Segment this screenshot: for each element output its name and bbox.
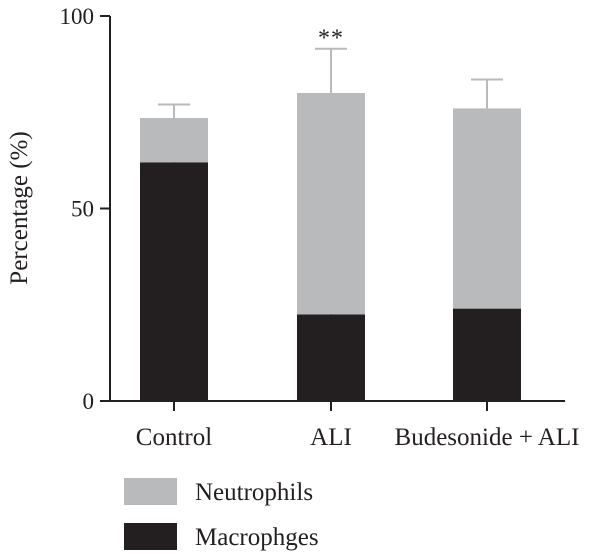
bar-macrophges [140, 162, 208, 401]
x-ticks: Control ALI Budesonide + ALI [136, 401, 580, 451]
legend-swatch-neutrophils [124, 478, 177, 505]
legend-label-neutrophils: Neutrophils [195, 479, 313, 506]
bar-macrophges [297, 314, 365, 401]
x-tick-label: Control [136, 424, 212, 451]
bar-neutrophils [453, 108, 521, 309]
bar-macrophges [453, 308, 521, 401]
plot-area: **** [140, 26, 521, 401]
bar-neutrophils [297, 93, 365, 315]
y-tick-label: 0 [83, 389, 95, 414]
legend-swatch-macrophges [124, 523, 177, 550]
significance-marker: ** [318, 26, 344, 52]
y-axis: 0 50 100 [60, 4, 111, 414]
y-ticks: 0 50 100 [60, 4, 110, 414]
x-axis: Control ALI Budesonide + ALI [110, 400, 580, 451]
legend: Neutrophils Macrophges [124, 478, 319, 551]
legend-label-macrophges: Macrophges [195, 524, 319, 551]
x-tick-label: ALI [310, 424, 352, 451]
y-tick-label: 50 [71, 197, 94, 222]
y-axis-title: Percentage (%) [6, 131, 33, 284]
bar-neutrophils [140, 118, 208, 163]
y-tick-label: 100 [60, 4, 95, 29]
x-tick-label: Budesonide + ALI [395, 424, 580, 451]
